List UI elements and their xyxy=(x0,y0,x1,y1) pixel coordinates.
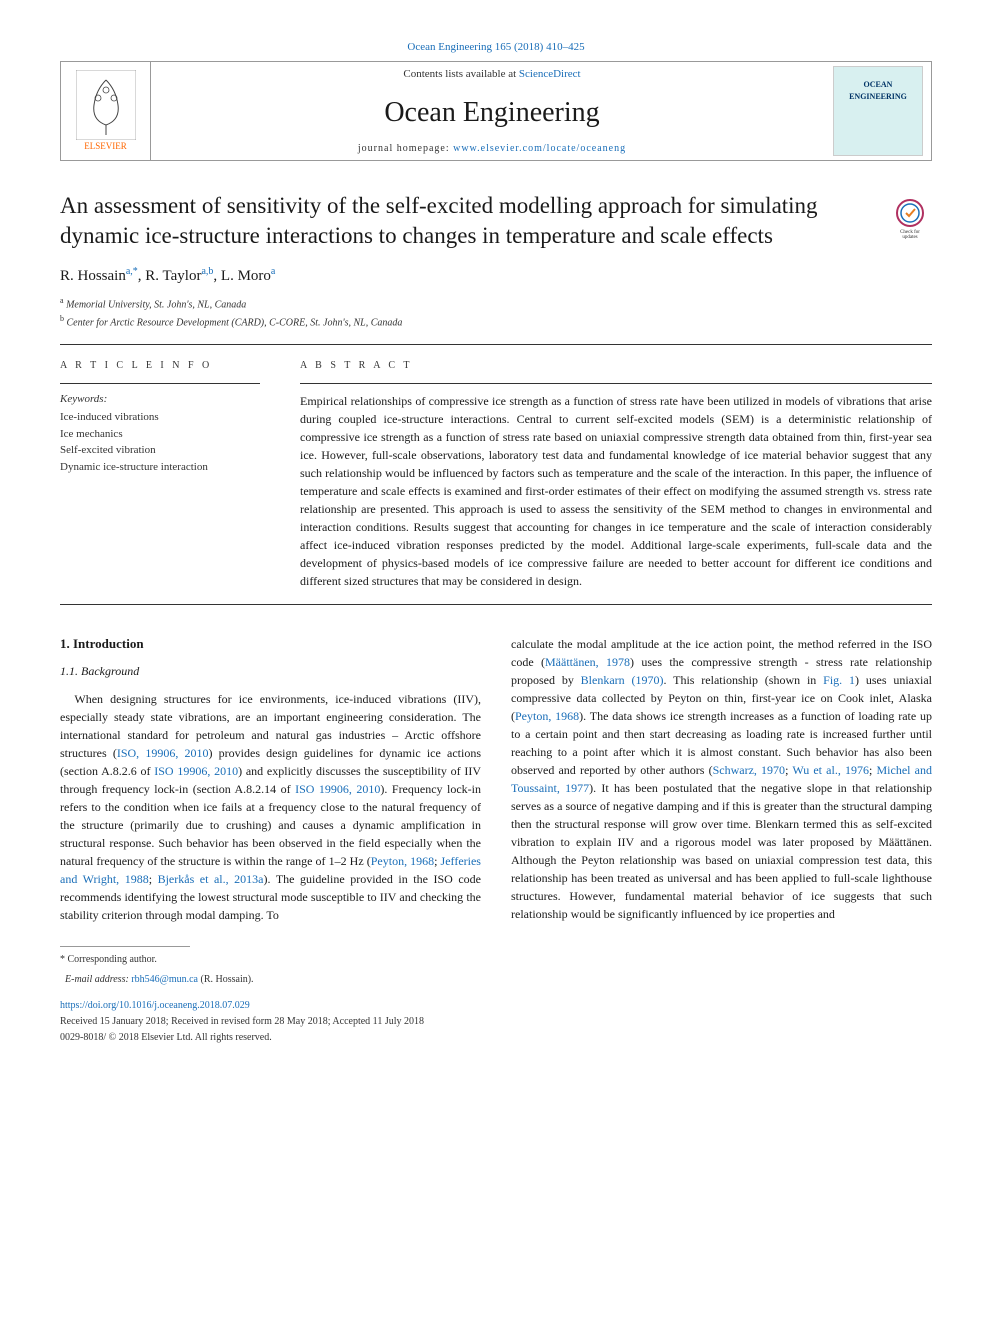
body-columns: 1. Introduction 1.1. Background When des… xyxy=(60,635,932,924)
publisher-logo: ELSEVIER xyxy=(61,61,151,161)
cover-line1: OCEAN xyxy=(864,79,893,90)
header-center: Contents lists available at ScienceDirec… xyxy=(151,59,833,164)
contents-line: Contents lists available at ScienceDirec… xyxy=(159,67,825,82)
abstract-label: A B S T R A C T xyxy=(300,359,932,373)
citation-link[interactable]: Blenkarn (1970) xyxy=(581,673,664,687)
check-updates-badge[interactable]: Check for updates xyxy=(888,195,932,239)
keyword: Self-excited vibration xyxy=(60,442,260,459)
svg-text:updates: updates xyxy=(902,235,917,239)
keyword: Ice-induced vibrations xyxy=(60,409,260,426)
body-paragraph: When designing structures for ice enviro… xyxy=(60,690,481,924)
journal-header: ELSEVIER Contents lists available at Sci… xyxy=(60,61,932,161)
running-citation: Ocean Engineering 165 (2018) 410–425 xyxy=(60,40,932,55)
abstract-block: A B S T R A C T Empirical relationships … xyxy=(300,359,932,590)
left-column: 1. Introduction 1.1. Background When des… xyxy=(60,635,481,924)
article-title: An assessment of sensitivity of the self… xyxy=(60,191,932,251)
article-info-label: A R T I C L E I N F O xyxy=(60,359,260,373)
homepage-line: journal homepage: www.elsevier.com/locat… xyxy=(159,142,825,156)
citation-link[interactable]: Ocean Engineering 165 (2018) 410–425 xyxy=(407,41,584,53)
footnote-separator xyxy=(60,946,190,947)
citation-link[interactable]: ISO, 19906, 2010 xyxy=(117,746,209,760)
email-footnote: E-mail address: rbh546@mun.ca (R. Hossai… xyxy=(60,973,932,987)
citation-link[interactable]: Määttänen, 1978 xyxy=(545,655,630,669)
authors-line: R. Hossaina,*, R. Taylora,b, L. Moroa xyxy=(60,265,932,287)
citation-link[interactable]: Peyton, 1968 xyxy=(515,709,579,723)
cover-line2: ENGINEERING xyxy=(849,91,907,102)
abstract-text: Empirical relationships of compressive i… xyxy=(300,392,932,590)
homepage-link[interactable]: www.elsevier.com/locate/oceaneng xyxy=(453,143,626,154)
right-column: calculate the modal amplitude at the ice… xyxy=(511,635,932,924)
keyword: Ice mechanics xyxy=(60,426,260,443)
sciencedirect-link[interactable]: ScienceDirect xyxy=(519,68,581,80)
journal-cover-thumb: OCEAN ENGINEERING xyxy=(833,66,923,156)
section-heading: 1. Introduction xyxy=(60,635,481,653)
citation-link[interactable]: Schwarz, 1970 xyxy=(713,763,785,777)
article-info: A R T I C L E I N F O Keywords: Ice-indu… xyxy=(60,359,260,590)
copyright-line: 0029-8018/ © 2018 Elsevier Ltd. All righ… xyxy=(60,1031,932,1045)
contents-prefix: Contents lists available at xyxy=(403,68,518,80)
title-section: An assessment of sensitivity of the self… xyxy=(60,191,932,251)
abstract-divider xyxy=(300,383,932,384)
info-abstract-row: A R T I C L E I N F O Keywords: Ice-indu… xyxy=(60,359,932,590)
affiliations: a Memorial University, St. John's, NL, C… xyxy=(60,295,932,330)
divider xyxy=(60,604,932,605)
subsection-heading: 1.1. Background xyxy=(60,663,481,680)
dates-line: Received 15 January 2018; Received in re… xyxy=(60,1015,932,1029)
email-link[interactable]: rbh546@mun.ca xyxy=(131,974,198,985)
affiliation-a: a Memorial University, St. John's, NL, C… xyxy=(60,295,932,312)
elsevier-tree-icon xyxy=(76,70,136,140)
info-divider xyxy=(60,383,260,384)
citation-link[interactable]: Peyton, 1968 xyxy=(371,854,434,868)
citation-link[interactable]: ISO 19906, 2010 xyxy=(295,782,380,796)
citation-link[interactable]: Bjerkås et al., 2013a xyxy=(158,872,264,886)
citation-link[interactable]: ISO 19906, 2010 xyxy=(154,764,238,778)
body-paragraph: calculate the modal amplitude at the ice… xyxy=(511,635,932,923)
doi-link[interactable]: https://doi.org/10.1016/j.oceaneng.2018.… xyxy=(60,1000,250,1011)
affiliation-b: b Center for Arctic Resource Development… xyxy=(60,313,932,330)
keyword: Dynamic ice-structure interaction xyxy=(60,459,260,476)
publisher-name: ELSEVIER xyxy=(84,140,127,153)
citation-link[interactable]: Wu et al., 1976 xyxy=(792,763,869,777)
figure-link[interactable]: Fig. 1 xyxy=(823,673,855,687)
homepage-prefix: journal homepage: xyxy=(358,143,453,154)
keywords-label: Keywords: xyxy=(60,392,260,407)
divider xyxy=(60,344,932,345)
journal-title: Ocean Engineering xyxy=(159,93,825,132)
doi-line: https://doi.org/10.1016/j.oceaneng.2018.… xyxy=(60,999,932,1013)
corresponding-footnote: * Corresponding author. xyxy=(60,953,932,967)
